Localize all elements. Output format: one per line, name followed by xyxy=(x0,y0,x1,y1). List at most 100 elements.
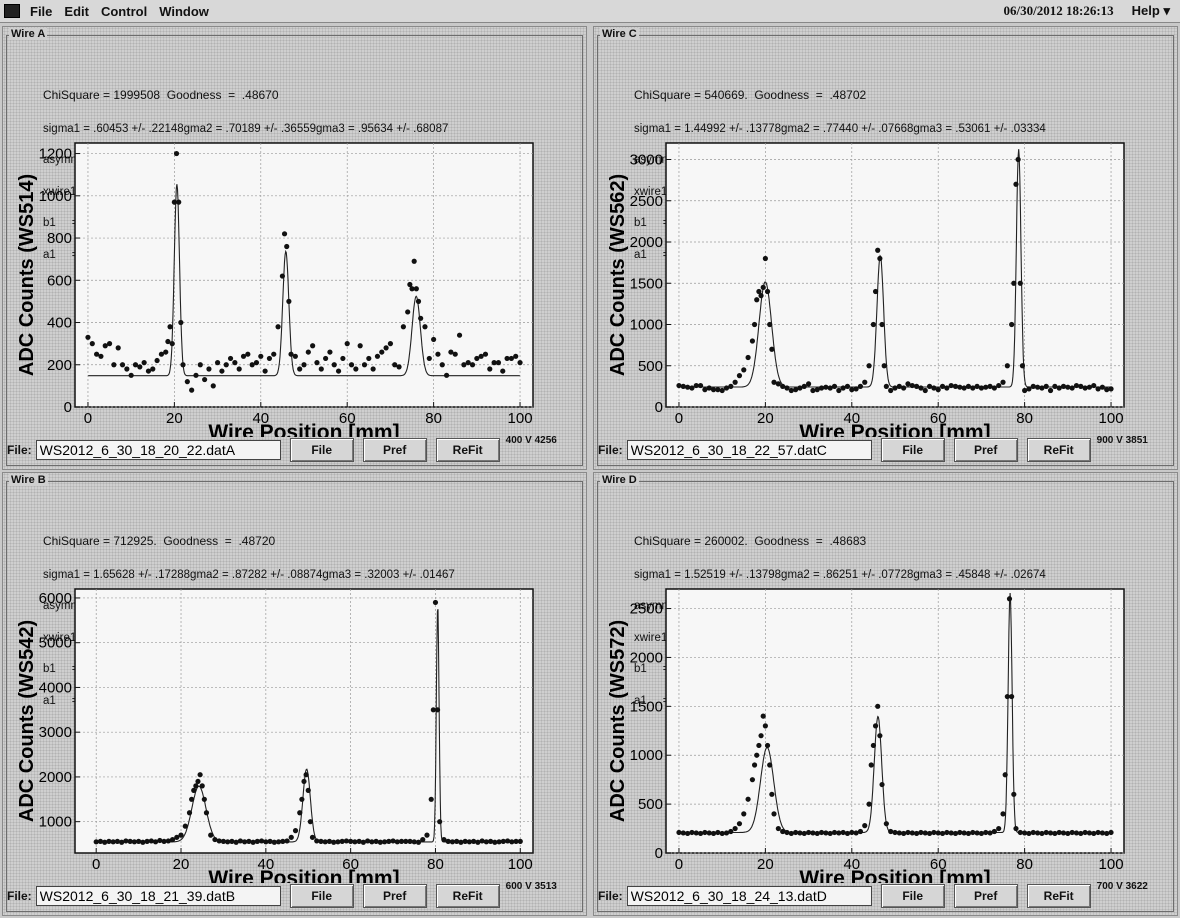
data-point xyxy=(288,351,294,357)
data-point xyxy=(487,838,494,844)
data-point xyxy=(780,383,786,389)
data-point xyxy=(706,830,712,836)
pref-button[interactable]: Pref xyxy=(362,438,427,462)
data-point xyxy=(219,368,225,374)
data-point xyxy=(339,838,345,844)
data-point xyxy=(935,387,941,393)
menu-help[interactable]: Help ▾ xyxy=(1132,3,1170,19)
data-point xyxy=(360,839,366,845)
data-point xyxy=(883,383,889,389)
data-point xyxy=(1030,829,1036,836)
refit-button[interactable]: ReFit xyxy=(435,884,500,908)
file-name-input[interactable] xyxy=(626,886,872,906)
data-point xyxy=(888,387,894,394)
menu-control[interactable]: Control xyxy=(100,3,148,19)
data-point xyxy=(1004,693,1010,700)
data-point xyxy=(173,150,180,157)
x-tick-label: 60 xyxy=(339,410,356,427)
file-name-input[interactable] xyxy=(35,440,281,460)
data-point xyxy=(189,387,195,393)
panel-wire-b: Wire B ChiSquare = 712925. Goodness = .4… xyxy=(2,472,587,916)
panel-title: Wire B xyxy=(9,474,48,486)
refit-button[interactable]: ReFit xyxy=(1026,438,1091,462)
data-point xyxy=(760,713,766,719)
pref-button[interactable]: Pref xyxy=(953,438,1018,462)
x-tick-label: 0 xyxy=(675,410,683,427)
data-point xyxy=(749,777,756,783)
data-point xyxy=(957,829,963,836)
data-point xyxy=(801,830,807,837)
data-point xyxy=(881,363,887,369)
data-point xyxy=(836,830,842,836)
y-tick-label: 1000 xyxy=(630,747,663,764)
x-tick-label: 20 xyxy=(757,410,774,427)
data-point xyxy=(94,351,100,357)
data-point xyxy=(728,828,734,835)
y-tick-label: 500 xyxy=(638,796,663,813)
menu-window[interactable]: Window xyxy=(159,3,209,19)
file-button[interactable]: File xyxy=(289,884,354,908)
data-point xyxy=(715,387,721,393)
data-point xyxy=(978,830,985,837)
data-point xyxy=(348,362,355,368)
x-tick-label: 100 xyxy=(1099,856,1124,873)
data-point xyxy=(432,599,439,606)
data-point xyxy=(286,298,292,304)
data-point xyxy=(769,346,775,352)
data-point xyxy=(1060,830,1067,836)
data-point xyxy=(769,791,775,797)
data-point xyxy=(715,829,721,836)
file-button[interactable]: File xyxy=(880,438,945,462)
data-point xyxy=(1091,830,1097,837)
data-point xyxy=(517,360,523,366)
data-point xyxy=(145,368,152,374)
data-point xyxy=(424,832,430,838)
y-axis-label: ADC Counts (WS572) xyxy=(607,620,629,822)
data-point xyxy=(814,830,820,837)
menu-edit[interactable]: Edit xyxy=(64,3,89,19)
data-point xyxy=(331,362,337,368)
data-point xyxy=(780,828,786,835)
data-point xyxy=(1056,385,1062,391)
fit-line-sigma: sigma1 = 1.65628 +/- .17288gma2 = .87282… xyxy=(43,568,455,581)
data-point xyxy=(758,733,764,739)
y-axis-label: ADC Counts (WS562) xyxy=(607,174,629,376)
data-point xyxy=(98,353,104,359)
file-name-input[interactable] xyxy=(35,886,281,906)
data-point xyxy=(944,829,950,836)
app-icon[interactable] xyxy=(4,4,20,18)
data-point xyxy=(115,345,121,351)
file-button[interactable]: File xyxy=(289,438,354,462)
data-point xyxy=(369,839,375,845)
data-point xyxy=(952,830,959,837)
data-point xyxy=(154,357,160,364)
refit-button[interactable]: ReFit xyxy=(1026,884,1091,908)
data-point xyxy=(1043,383,1049,389)
voltage-readout: 400 V 4256 xyxy=(505,435,557,446)
data-point xyxy=(106,341,113,347)
panel-title: Wire A xyxy=(9,28,48,40)
data-point xyxy=(379,349,385,355)
data-point xyxy=(456,332,463,338)
menu-file[interactable]: File xyxy=(30,3,53,19)
data-point xyxy=(922,387,928,394)
data-point xyxy=(441,836,447,843)
y-tick-label: 2000 xyxy=(39,769,72,786)
data-point xyxy=(97,838,104,844)
data-point xyxy=(905,829,911,836)
pref-button[interactable]: Pref xyxy=(953,884,1018,908)
data-point xyxy=(756,742,762,749)
x-tick-label: 0 xyxy=(84,410,92,427)
data-point xyxy=(208,832,214,838)
x-tick-label: 0 xyxy=(675,856,683,873)
data-point xyxy=(229,838,235,844)
x-tick-label: 80 xyxy=(427,856,444,873)
refit-button[interactable]: ReFit xyxy=(435,438,500,462)
file-button[interactable]: File xyxy=(880,884,945,908)
x-tick-label: 60 xyxy=(930,410,947,427)
pref-button[interactable]: Pref xyxy=(362,884,427,908)
data-point xyxy=(161,838,167,844)
data-point xyxy=(352,839,358,845)
file-name-input[interactable] xyxy=(626,440,872,460)
